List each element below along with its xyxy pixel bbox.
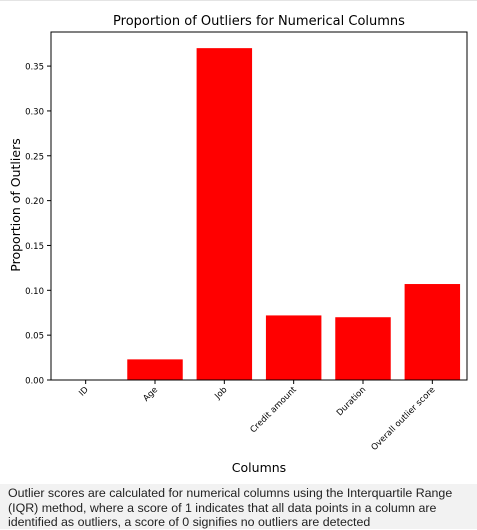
y-tick-label: 0.35 xyxy=(25,63,44,73)
caption-text: Outlier scores are calculated for numeri… xyxy=(8,486,453,530)
top-divider xyxy=(0,0,477,1)
y-tick-label: 0.05 xyxy=(25,332,44,342)
bar xyxy=(265,315,322,380)
outlier-bar-chart: Proportion of Outliers for Numerical Col… xyxy=(8,14,468,475)
x-tick-label: ID xyxy=(77,385,91,399)
y-tick-label: 0.20 xyxy=(25,197,44,207)
y-tick-label: 0.10 xyxy=(25,287,44,297)
x-tick-label: Duration xyxy=(335,385,368,418)
x-axis-label: Columns xyxy=(232,460,286,475)
chart-title: Proportion of Outliers for Numerical Col… xyxy=(113,14,405,29)
caption-box: Outlier scores are calculated for numeri… xyxy=(0,484,477,529)
plot-frame xyxy=(50,31,468,381)
x-tick-label: Credit amount xyxy=(249,385,300,436)
plot-area: 0.00 0.05 0.10 0.15 0.20 0.25 0.30 0.35 ID Age Job… xyxy=(25,31,468,453)
bar xyxy=(196,48,253,380)
x-tick-label: Job xyxy=(212,385,229,402)
y-tick-label: 0.25 xyxy=(25,152,44,162)
y-tick-label: 0.30 xyxy=(25,107,44,117)
y-tick-label: 0.15 xyxy=(25,242,44,252)
bar xyxy=(404,284,461,380)
y-tick-label: 0.00 xyxy=(25,377,44,387)
chart-svg: Proportion of Outliers for Numerical Col… xyxy=(8,14,468,475)
bar xyxy=(127,359,183,380)
x-tick-label: Age xyxy=(141,385,160,404)
x-tick-label: Overall outlier score xyxy=(370,385,438,453)
y-axis-label: Proportion of Outliers xyxy=(8,138,23,271)
bar xyxy=(335,317,391,380)
